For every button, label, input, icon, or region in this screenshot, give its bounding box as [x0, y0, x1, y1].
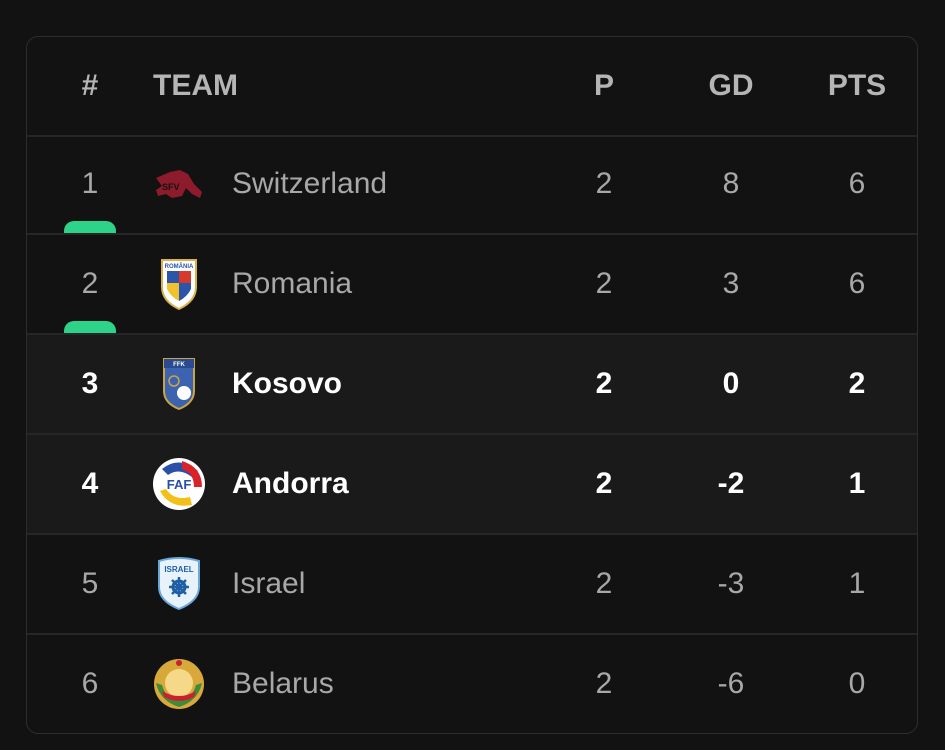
belarus-crest-icon: [151, 635, 207, 733]
points: 2: [848, 367, 866, 400]
table-row[interactable]: 1 SFV Switzerland 2 8 6: [27, 135, 917, 235]
team-name[interactable]: Israel: [232, 567, 306, 600]
header-points[interactable]: PTS: [827, 69, 887, 102]
romania-crest-icon: ROMÂNIA: [151, 235, 207, 333]
qualification-indicator: [64, 221, 116, 233]
header-goal-diff[interactable]: GD: [708, 69, 754, 102]
israel-crest-icon: ISRAEL: [151, 535, 207, 633]
points: 1: [848, 567, 866, 600]
rank: 1: [81, 167, 99, 200]
team-name[interactable]: Kosovo: [232, 367, 343, 400]
played: 2: [595, 167, 613, 200]
table-row[interactable]: 2 ROMÂNIA Romania 2 3 6: [27, 235, 917, 335]
goal-diff: 8: [722, 167, 740, 200]
rank: 6: [81, 667, 99, 700]
table-row[interactable]: 6 Belarus 2 -6 0: [27, 635, 917, 733]
points: 6: [848, 267, 866, 300]
points: 1: [848, 467, 866, 500]
header-rank[interactable]: #: [81, 69, 99, 102]
switzerland-crest-icon: SFV: [151, 135, 207, 233]
qualification-indicator: [64, 321, 116, 333]
svg-text:SFV: SFV: [162, 182, 180, 192]
table-row[interactable]: 3 FFK Kosovo 2 0 2: [27, 335, 917, 435]
played: 2: [595, 267, 613, 300]
team-name[interactable]: Belarus: [232, 667, 334, 700]
played: 2: [595, 467, 613, 500]
team-name[interactable]: Andorra: [232, 467, 349, 500]
points: 0: [848, 667, 866, 700]
goal-diff: 0: [722, 367, 740, 400]
team-name[interactable]: Switzerland: [232, 167, 388, 200]
rank: 4: [81, 467, 99, 500]
kosovo-crest-icon: FFK: [151, 335, 207, 433]
standings-table: # TEAM P GD PTS 1 SFV Switzerland 2 8 6 …: [26, 36, 918, 734]
andorra-crest-icon: FAF: [151, 435, 207, 533]
svg-text:FAF: FAF: [167, 477, 192, 492]
svg-text:FFK: FFK: [173, 362, 185, 368]
header-team[interactable]: TEAM: [153, 69, 238, 102]
points: 6: [848, 167, 866, 200]
svg-text:ISRAEL: ISRAEL: [164, 565, 193, 574]
played: 2: [595, 367, 613, 400]
svg-text:ROMÂNIA: ROMÂNIA: [165, 263, 194, 270]
goal-diff: -6: [717, 667, 745, 700]
goal-diff: -2: [717, 467, 745, 500]
rank: 3: [81, 367, 99, 400]
played: 2: [595, 567, 613, 600]
table-row[interactable]: 4 FAF Andorra 2 -2 1: [27, 435, 917, 535]
rank: 2: [81, 267, 99, 300]
table-row[interactable]: 5 ISRAEL Israel 2 -3 1: [27, 535, 917, 635]
table-header: # TEAM P GD PTS: [27, 37, 917, 137]
goal-diff: -3: [717, 567, 745, 600]
played: 2: [595, 667, 613, 700]
goal-diff: 3: [722, 267, 740, 300]
rank: 5: [81, 567, 99, 600]
team-name[interactable]: Romania: [232, 267, 353, 300]
header-played[interactable]: P: [593, 69, 614, 102]
